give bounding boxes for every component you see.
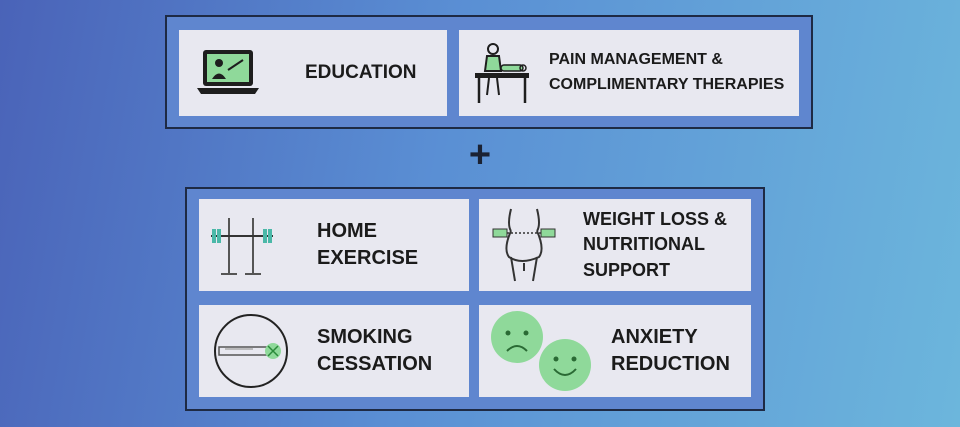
- smoking-line-2: CESSATION: [317, 353, 433, 375]
- anxiety-line-1: ANXIETY: [611, 326, 698, 348]
- home-exercise-card: HOME EXERCISE: [199, 199, 469, 291]
- barbell-rack-icon: [207, 214, 277, 276]
- pain-line-2: COMPLIMENTARY THERAPIES: [549, 76, 785, 93]
- pain-management-label: PAIN MANAGEMENT & COMPLIMENTARY THERAPIE…: [549, 48, 784, 98]
- bottom-program-group: HOME EXERCISE WEIGHT LOSS & NUTRITIONAL …: [185, 187, 765, 411]
- laptop-video-icon: [195, 46, 261, 100]
- education-card: EDUCATION: [179, 30, 447, 116]
- anxiety-reduction-card: ANXIETY REDUCTION: [479, 305, 751, 397]
- home-exercise-label: HOME EXERCISE: [317, 218, 418, 272]
- weight-line-1: WEIGHT LOSS &: [583, 209, 727, 230]
- weight-line-3: SUPPORT: [583, 259, 671, 280]
- exercise-line-1: HOME: [317, 220, 377, 242]
- weight-line-2: NUTRITIONAL: [583, 234, 705, 255]
- pain-management-card: PAIN MANAGEMENT & COMPLIMENTARY THERAPIE…: [459, 30, 799, 116]
- sad-happy-faces-icon: [487, 307, 597, 395]
- smoking-cessation-card: SMOKING CESSATION: [199, 305, 469, 397]
- weight-loss-card: WEIGHT LOSS & NUTRITIONAL SUPPORT: [479, 199, 751, 291]
- plus-connector: +: [468, 134, 492, 176]
- top-program-group: EDUCATION PAIN MANAGEMENT & COMPLIMENTAR…: [165, 15, 813, 129]
- pain-line-1: PAIN MANAGEMENT &: [549, 51, 723, 69]
- no-smoking-icon: [211, 311, 291, 391]
- anxiety-line-2: REDUCTION: [611, 353, 730, 375]
- education-label: EDUCATION: [305, 61, 417, 83]
- smoking-cessation-label: SMOKING CESSATION: [317, 324, 432, 378]
- weight-loss-label: WEIGHT LOSS & NUTRITIONAL SUPPORT: [583, 207, 727, 283]
- massage-table-icon: [471, 41, 531, 105]
- waist-tape-measure-icon: [491, 205, 557, 285]
- exercise-line-2: EXERCISE: [317, 247, 419, 269]
- smoking-line-1: SMOKING: [317, 326, 413, 348]
- anxiety-reduction-label: ANXIETY REDUCTION: [611, 324, 730, 378]
